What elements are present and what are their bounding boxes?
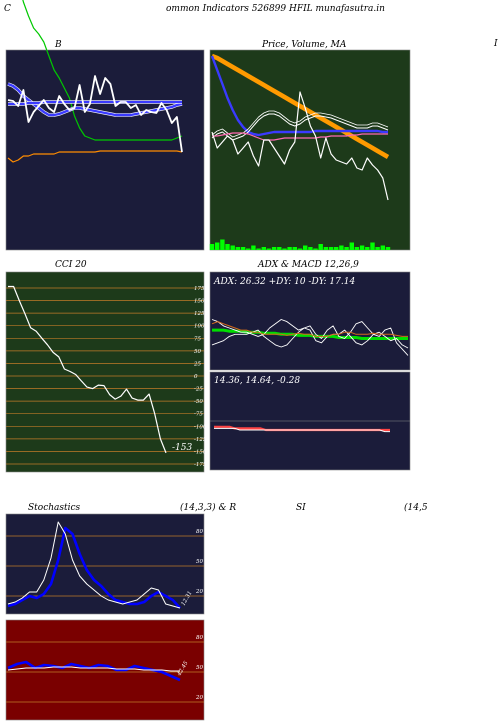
cci-tick-label: 100	[194, 324, 205, 330]
bollinger-series-2	[8, 100, 182, 106]
macd-readout: 14.36, 14.64, -0.28	[214, 376, 300, 386]
volume-bar	[308, 247, 313, 250]
volume-bar	[385, 247, 391, 250]
cci-tick-label: 125	[194, 311, 205, 317]
volume-bar	[287, 247, 292, 250]
price-ma-plot	[209, 53, 391, 250]
header-right: I	[493, 39, 498, 49]
cci-tick-label: -100	[194, 424, 207, 430]
volume-bar	[303, 245, 308, 250]
volume-bar	[375, 247, 380, 250]
cci-plot: 175 150 125 100 75 50 25 0 -25 -50 -75 -100 -125 -150…	[6, 285, 207, 468]
cci-last-value: -153	[172, 443, 192, 453]
volume-bar	[209, 244, 215, 250]
volume-bar	[246, 248, 251, 250]
cci-tick-label: 75	[194, 336, 201, 342]
header-left: C	[4, 4, 11, 14]
volume-bar	[349, 242, 354, 250]
volume-bar	[354, 247, 360, 250]
volume-bar	[365, 247, 370, 250]
cci-tick-label: -175	[194, 462, 207, 468]
rsi-tick-label: 80	[196, 635, 203, 641]
stochastics-k-line	[7, 526, 181, 609]
bollinger-panel	[5, 49, 205, 251]
cci-tick-label: -75	[194, 412, 203, 418]
volume-bar	[230, 245, 235, 250]
price-ma-outer-band	[211, 110, 389, 138]
rsi-title: SI	[296, 503, 306, 513]
volume-bar	[220, 239, 225, 250]
macd-plot	[214, 425, 390, 433]
stochastics-tick-label: 20	[195, 589, 203, 595]
watermark: MunafaSutra.com	[215, 587, 489, 622]
volume-bar	[277, 247, 282, 250]
price-ma-series-4	[211, 91, 389, 201]
cci-title: CCI 20	[55, 260, 87, 270]
price-ma-series-1	[210, 55, 388, 137]
adx-series-3	[211, 321, 408, 337]
adx-readout: ADX: 26.32 +DY: 10 -DY: 17.14	[213, 277, 355, 287]
rsi-tick-label: 50	[196, 665, 203, 671]
volume-bar	[339, 245, 344, 250]
cci-tick-label: 50	[194, 349, 201, 355]
adx-macd-title: ADX & MACD 12,26,9	[257, 260, 359, 270]
cci-tick-label: 25	[193, 361, 201, 367]
volume-bar	[251, 245, 256, 250]
volume-bar	[225, 244, 230, 250]
volume-bar	[297, 248, 303, 250]
volume-bar	[215, 242, 220, 250]
rsi-params: (14,5	[404, 502, 428, 513]
stochastics-tick-label: 80	[196, 529, 203, 535]
macd-line	[214, 427, 390, 433]
volume-bar	[282, 248, 287, 250]
volume-bar	[292, 247, 297, 250]
volume-bar	[344, 247, 349, 250]
volume-bar	[370, 242, 375, 250]
adx-series-1	[211, 319, 409, 356]
cci-tick-label: 0	[194, 374, 198, 380]
bollinger-title: B	[54, 40, 62, 50]
bollinger-plot	[7, 0, 183, 163]
price-ma-series-2	[211, 113, 389, 141]
volume-bar	[240, 247, 246, 250]
price-ma-series-3	[212, 132, 388, 141]
volume-bar	[235, 247, 241, 250]
volume-bar	[266, 248, 272, 250]
volume-bar	[271, 247, 277, 250]
stochastics-tick-label: 50	[196, 559, 203, 565]
volume-bar	[328, 247, 334, 250]
price-ma-series-0	[211, 53, 390, 159]
stochastics-d-line	[7, 521, 181, 609]
adx-panel	[209, 271, 411, 371]
stochastics-title: Stochastics	[28, 503, 81, 513]
cci-tick-label: -125	[194, 437, 207, 443]
rsi-panel	[5, 619, 205, 721]
stochastics-params: (14,3,3) & R	[180, 502, 236, 513]
volume-bar	[334, 247, 339, 250]
bollinger-series-4	[7, 75, 183, 153]
volume-bar	[318, 244, 323, 250]
price-ma-title: Price, Volume, MA	[261, 40, 347, 50]
rsi-signal-line	[7, 666, 180, 672]
cci-tick-label: 175	[194, 286, 205, 292]
cci-line	[8, 285, 167, 454]
adx-plot	[211, 319, 409, 356]
rsi-tick-label: 20	[195, 695, 203, 701]
bollinger-series-0	[22, 0, 183, 141]
cci-tick-label: 150	[194, 299, 205, 305]
cci-tick-label: -150	[194, 449, 207, 455]
volume-bar	[380, 245, 385, 250]
volume-bar	[256, 248, 261, 250]
header-title: ommon Indicators 526899 HFIL munafasutra…	[166, 4, 385, 14]
bollinger-series-3	[7, 150, 183, 163]
volume-bar	[359, 245, 365, 250]
volume-bar	[261, 247, 266, 250]
cci-tick-label: -50	[194, 399, 203, 405]
volume-bar	[323, 247, 329, 250]
cci-panel	[5, 271, 205, 473]
volume-bar	[313, 248, 318, 250]
cci-tick-label: -25	[194, 387, 203, 393]
